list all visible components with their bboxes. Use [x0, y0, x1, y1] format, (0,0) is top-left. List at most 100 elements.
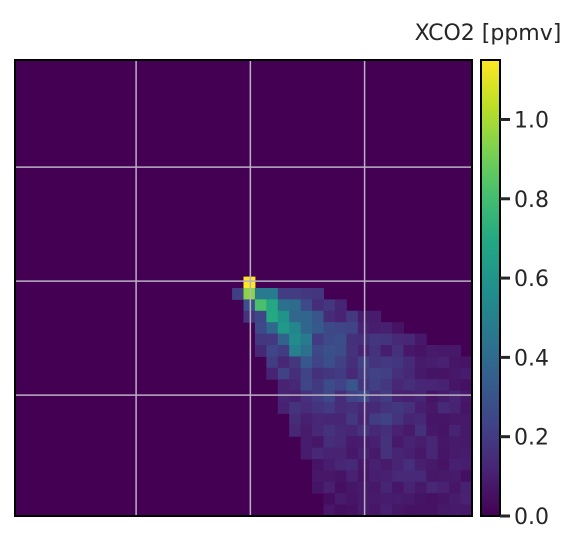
heatmap-cell: [289, 379, 302, 392]
heatmap-cell: [403, 367, 416, 380]
heatmap-cell: [437, 504, 450, 517]
heatmap-cell: [380, 504, 393, 517]
heatmap-cell: [346, 504, 359, 517]
heatmap-cell: [426, 424, 439, 437]
heatmap-cell: [460, 447, 473, 460]
heatmap-cell: [392, 481, 404, 494]
heatmap-cell: [289, 333, 302, 346]
heatmap-cell: [300, 288, 313, 300]
heatmap-cell: [403, 424, 416, 437]
heatmap-cell: [289, 356, 302, 369]
heatmap-cell: [380, 390, 393, 403]
heatmap-cell: [426, 402, 439, 414]
heatmap-cell: [369, 367, 382, 380]
heatmap-cell: [460, 424, 473, 437]
heatmap-cell: [357, 481, 370, 494]
heatmap-cell: [300, 447, 313, 460]
heatmap-cell: [334, 504, 347, 517]
heatmap-cell: [254, 310, 267, 323]
heatmap-cell: [437, 470, 450, 483]
heatmap-cell: [437, 493, 450, 506]
heatmap-cell: [277, 299, 290, 312]
heatmap-cell: [289, 288, 302, 300]
heatmap-cell: [460, 402, 473, 414]
heatmap-cell: [323, 379, 336, 392]
heatmap-cells: [15, 60, 473, 517]
heatmap-cell: [392, 379, 404, 392]
heatmap-cell: [392, 459, 404, 471]
heatmap-cell: [392, 413, 404, 426]
heatmap-cell: [449, 402, 462, 414]
heatmap-cell: [414, 459, 427, 471]
heatmap-cell: [357, 424, 370, 437]
heatmap-cell: [369, 402, 382, 414]
heatmap-cell: [392, 402, 404, 414]
heatmap-cell: [334, 299, 347, 312]
heatmap-cell: [369, 310, 382, 323]
heatmap-cell: [346, 447, 359, 460]
heatmap-cell: [312, 367, 324, 380]
heatmap-cell: [312, 310, 324, 323]
heatmap-cell: [403, 356, 416, 369]
heatmap-cell: [414, 379, 427, 392]
heatmap-cell: [277, 288, 290, 300]
heatmap-cell: [414, 481, 427, 494]
heatmap-cell: [437, 402, 450, 414]
heatmap-cell: [449, 447, 462, 460]
heatmap-cell: [266, 288, 279, 300]
heatmap-cell: [289, 299, 302, 312]
heatmap-cell: [426, 481, 439, 494]
heatmap-cell: [266, 367, 279, 380]
heatmap-cell: [437, 436, 450, 449]
heatmap-cell: [380, 356, 393, 369]
heatmap-cell: [392, 345, 404, 357]
heatmap-cell: [426, 390, 439, 403]
heatmap-cell: [369, 322, 382, 335]
heatmap-cell: [369, 481, 382, 494]
heatmap-cell: [334, 379, 347, 392]
heatmap-cell: [323, 436, 336, 449]
heatmap-cell: [369, 459, 382, 471]
heatmap-cell: [266, 322, 279, 335]
heatmap-cell: [437, 345, 450, 357]
heatmap-cell: [300, 322, 313, 335]
heatmap-cell: [449, 379, 462, 392]
heatmap-cell: [380, 402, 393, 414]
heatmap-cell: [414, 356, 427, 369]
heatmap-cell: [357, 379, 370, 392]
heatmap-cell: [357, 333, 370, 346]
heatmap-cell: [323, 459, 336, 471]
heatmap-cell: [369, 390, 382, 403]
heatmap-cell: [437, 459, 450, 471]
colorbar-tick-label: 0.4: [514, 346, 549, 371]
heatmap-cell: [414, 470, 427, 483]
heatmap-cell: [449, 413, 462, 426]
heatmap-cell: [254, 288, 267, 300]
heatmap-cell: [346, 481, 359, 494]
heatmap-cell: [437, 413, 450, 426]
heatmap-cell: [289, 402, 302, 414]
heatmap-cell: [403, 459, 416, 471]
colorbar-label: XCO2 [ppmv]: [415, 21, 562, 46]
heatmap-cell: [369, 424, 382, 437]
heatmap-cell: [289, 345, 302, 357]
heatmap-cell: [437, 390, 450, 403]
heatmap-cell: [346, 424, 359, 437]
heatmap-cell: [277, 390, 290, 403]
heatmap-cell: [312, 470, 324, 483]
plot-frame: [14, 59, 473, 517]
heatmap-cell: [323, 402, 336, 414]
heatmap-cell: [460, 413, 473, 426]
heatmap-cell: [277, 310, 290, 323]
heatmap-cell: [334, 436, 347, 449]
heatmap-cell: [449, 345, 462, 357]
heatmap-cell: [346, 379, 359, 392]
heatmap-cell: [323, 470, 336, 483]
heatmap-cell: [312, 322, 324, 335]
heatmap-cell: [357, 504, 370, 517]
heatmap-cell: [266, 333, 279, 346]
heatmap-cell: [357, 402, 370, 414]
heatmap-cell: [369, 504, 382, 517]
heatmap-cell: [289, 310, 302, 323]
heatmap-cell: [392, 436, 404, 449]
